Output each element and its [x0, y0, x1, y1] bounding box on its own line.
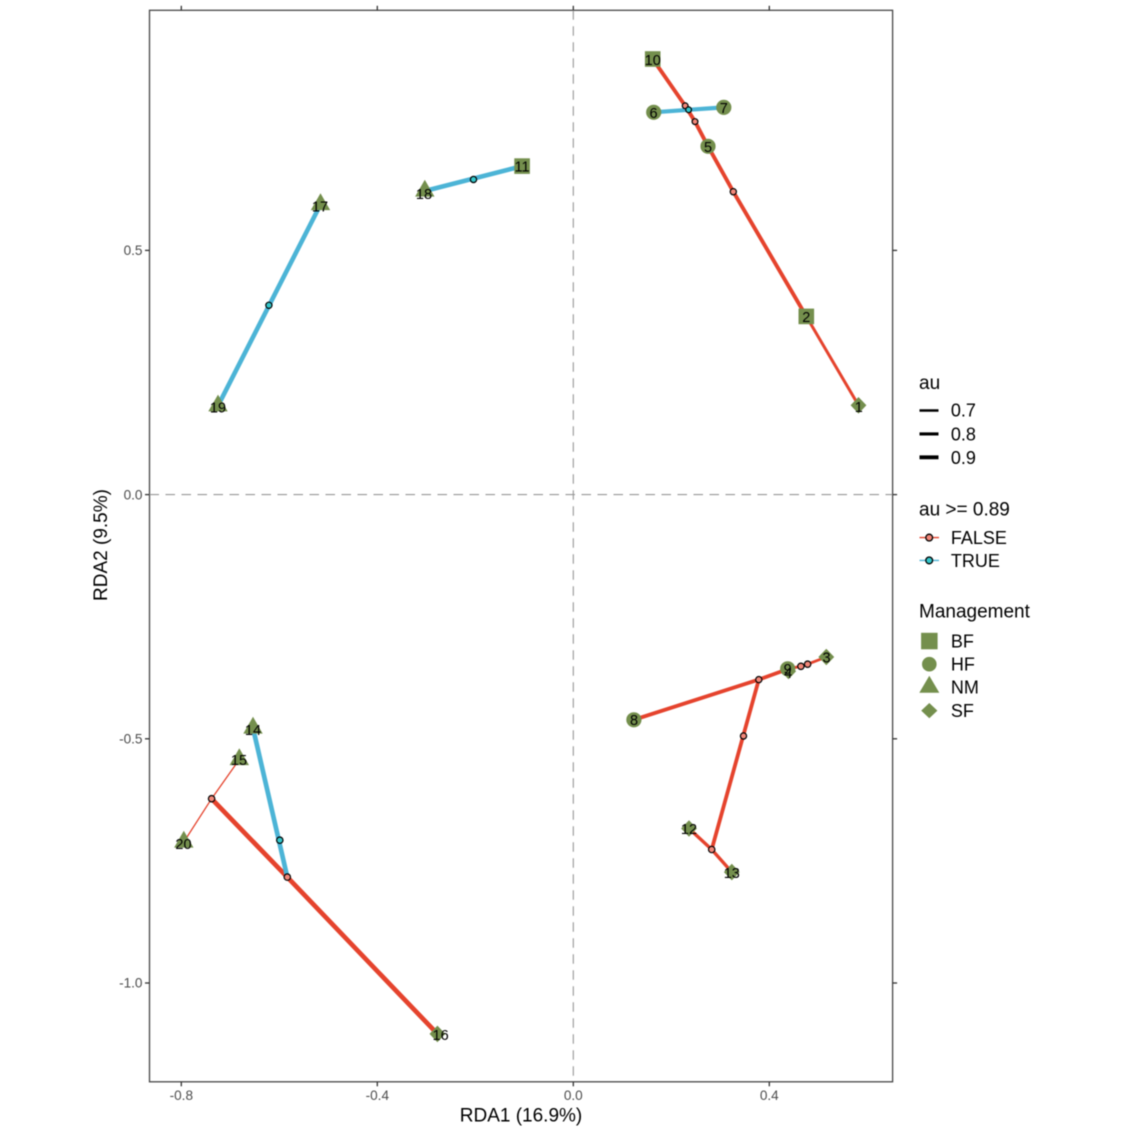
svg-text:-1.0: -1.0: [119, 976, 143, 991]
svg-text:HF: HF: [951, 655, 975, 675]
svg-text:10: 10: [645, 53, 661, 69]
svg-text:FALSE: FALSE: [951, 528, 1007, 548]
svg-text:2: 2: [802, 310, 810, 326]
svg-text:0.7: 0.7: [951, 401, 976, 421]
svg-text:SF: SF: [951, 701, 974, 721]
svg-text:5: 5: [704, 140, 712, 156]
svg-text:TRUE: TRUE: [951, 551, 1000, 571]
svg-text:17: 17: [312, 199, 328, 215]
svg-text:13: 13: [724, 866, 740, 882]
svg-text:1: 1: [855, 400, 863, 416]
svg-text:NM: NM: [951, 678, 979, 698]
svg-text:16: 16: [433, 1028, 449, 1044]
svg-text:7: 7: [720, 101, 728, 117]
svg-text:RDA1 (16.9%): RDA1 (16.9%): [460, 1106, 583, 1127]
svg-text:au >= 0.89: au >= 0.89: [919, 499, 1010, 520]
svg-text:0.0: 0.0: [564, 1088, 583, 1103]
svg-text:12: 12: [681, 822, 697, 838]
svg-text:0.8: 0.8: [951, 424, 976, 444]
svg-text:20: 20: [175, 837, 191, 853]
svg-text:3: 3: [822, 650, 830, 666]
svg-text:-0.5: -0.5: [119, 732, 142, 747]
svg-text:0.9: 0.9: [951, 448, 976, 468]
svg-text:0.5: 0.5: [124, 243, 143, 258]
svg-text:18: 18: [416, 187, 432, 203]
svg-text:-0.8: -0.8: [170, 1088, 193, 1103]
svg-text:9: 9: [784, 662, 792, 678]
svg-text:15: 15: [231, 753, 247, 769]
svg-text:au: au: [919, 373, 940, 394]
svg-text:11: 11: [514, 159, 529, 175]
svg-text:-0.4: -0.4: [366, 1088, 390, 1103]
svg-text:8: 8: [630, 713, 638, 729]
svg-text:19: 19: [210, 400, 226, 416]
svg-text:14: 14: [245, 723, 261, 739]
svg-text:0.0: 0.0: [124, 487, 143, 502]
svg-text:6: 6: [649, 106, 657, 122]
svg-text:4: 4: [784, 666, 792, 682]
svg-text:Management: Management: [919, 601, 1031, 622]
svg-text:BF: BF: [951, 631, 974, 651]
svg-text:RDA2 (9.5%): RDA2 (9.5%): [91, 489, 112, 601]
svg-text:0.4: 0.4: [760, 1088, 779, 1103]
